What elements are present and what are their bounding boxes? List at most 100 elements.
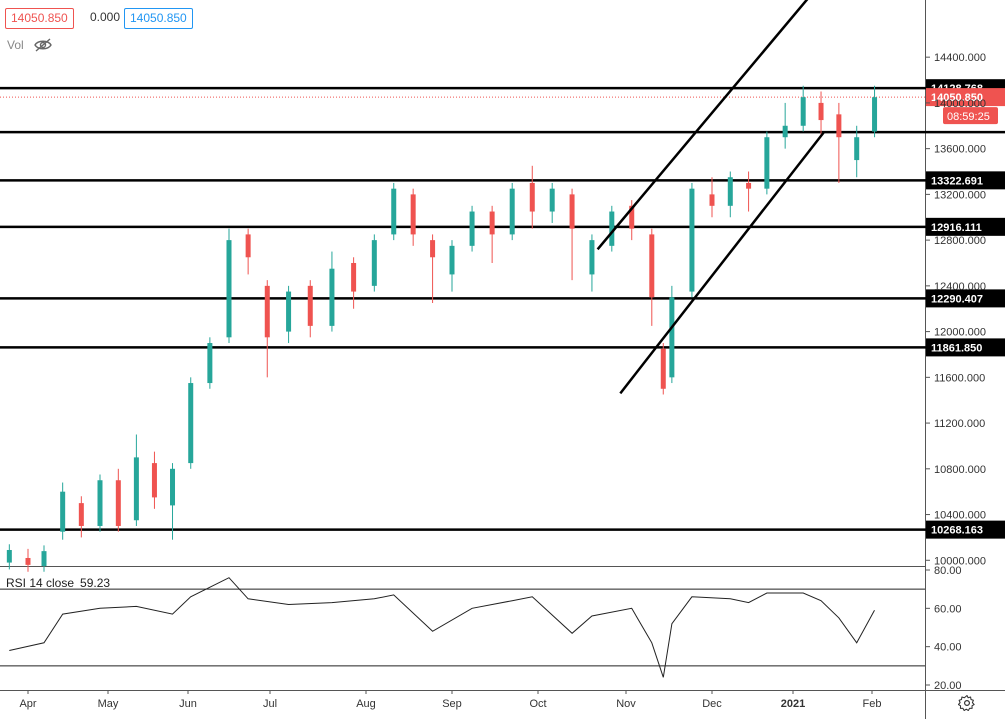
candle-body[interactable] <box>727 177 733 206</box>
candle-body[interactable] <box>97 480 103 526</box>
candle-body[interactable] <box>782 125 788 138</box>
candle-body[interactable] <box>286 291 292 332</box>
candle-body[interactable] <box>226 240 232 338</box>
level-label-bg <box>926 338 1005 357</box>
price-tick-label: 13200.000 <box>934 189 986 201</box>
rsi-tick-label: 40.00 <box>934 642 962 654</box>
candle-body[interactable] <box>569 194 575 229</box>
candle-body[interactable] <box>430 240 436 258</box>
price-tick-label: 10400.000 <box>934 510 986 522</box>
level-label-bg <box>926 171 1005 190</box>
price-tick-label: 12400.000 <box>934 281 986 293</box>
countdown-bg <box>943 107 998 125</box>
price-tick-label: 14000.000 <box>934 98 986 110</box>
candle-body[interactable] <box>391 188 397 235</box>
candle-body[interactable] <box>371 240 377 286</box>
time-tick-label: Jun <box>179 698 197 710</box>
gear-icon[interactable] <box>958 694 976 712</box>
candle-body[interactable] <box>188 383 194 464</box>
price-tick-label: 12000.000 <box>934 327 986 339</box>
candle-body[interactable] <box>351 262 357 292</box>
candle-body[interactable] <box>589 240 595 275</box>
level-label: 12290.407 <box>931 293 983 305</box>
time-tick-label: Feb <box>863 698 882 710</box>
candle-body[interactable] <box>151 463 157 498</box>
price-tick-label: 10000.000 <box>934 555 986 567</box>
time-tick-label: Sep <box>442 698 462 710</box>
rsi-tick-label: 20.00 <box>934 680 962 692</box>
candle-body[interactable] <box>410 194 416 235</box>
candle-body[interactable] <box>133 457 139 521</box>
candle-body[interactable] <box>78 503 84 526</box>
change-value: 0.000 <box>90 10 121 24</box>
level-label: 10268.163 <box>931 525 983 537</box>
candle-body[interactable] <box>307 285 313 326</box>
candle-body[interactable] <box>669 297 675 378</box>
candle-body[interactable] <box>509 188 515 235</box>
candle-body[interactable] <box>489 211 495 235</box>
candle-body[interactable] <box>60 491 66 532</box>
candle-body[interactable] <box>329 268 335 326</box>
time-tick-label: Jul <box>263 698 277 710</box>
price-tick-label: 11200.000 <box>934 418 985 430</box>
level-label: 11861.850 <box>931 342 982 354</box>
price-tick-label: 10800.000 <box>934 464 986 476</box>
price-badge: 14050.850 <box>5 8 74 29</box>
current-price-bg <box>926 88 1005 107</box>
candle-body[interactable] <box>6 549 12 563</box>
candle-body[interactable] <box>245 234 251 258</box>
candle-body[interactable] <box>818 102 824 121</box>
candle-body[interactable] <box>649 234 655 298</box>
rsi-name: RSI 14 close <box>6 576 75 590</box>
price-badge-alt: 14050.850 <box>124 8 193 29</box>
time-tick-label: Apr <box>19 698 36 710</box>
price-tick-label: 12800.000 <box>934 235 986 247</box>
current-price-label: 14050.850 <box>931 92 983 104</box>
candle-body[interactable] <box>609 211 615 246</box>
candle-body[interactable] <box>41 551 47 566</box>
candle-body[interactable] <box>689 188 695 292</box>
candle-body[interactable] <box>529 182 535 212</box>
candle-body[interactable] <box>764 137 770 189</box>
candle-body[interactable] <box>854 137 860 161</box>
rsi-value: 59.23 <box>80 576 111 590</box>
level-label: 13322.691 <box>931 175 983 187</box>
candle-body[interactable] <box>469 211 475 246</box>
candle-body[interactable] <box>800 97 806 126</box>
candle-body[interactable] <box>207 343 213 384</box>
rsi-line <box>9 577 875 678</box>
rsi-tick-label: 80.00 <box>934 565 962 577</box>
candle-body[interactable] <box>746 182 752 189</box>
time-tick-label: Aug <box>356 698 376 710</box>
candle-body[interactable] <box>115 480 121 526</box>
volume-label: Vol <box>7 38 24 52</box>
level-label-bg <box>926 217 1005 236</box>
time-tick-label: Oct <box>529 698 546 710</box>
candle-body[interactable] <box>449 245 455 275</box>
candle-body[interactable] <box>629 205 635 229</box>
candle-body[interactable] <box>25 557 31 565</box>
price-tick-label: 14400.000 <box>934 52 986 64</box>
price-tick-label: 13600.000 <box>934 144 986 156</box>
time-tick-label: May <box>98 698 119 710</box>
candle-body[interactable] <box>170 468 176 506</box>
trend-channel-line[interactable] <box>596 0 821 251</box>
time-tick-label: Nov <box>616 698 636 710</box>
countdown-label: 08:59:25 <box>947 111 990 123</box>
rsi-tick-label: 60.00 <box>934 603 962 615</box>
candle-body[interactable] <box>549 188 555 212</box>
level-label-bg <box>926 520 1005 539</box>
level-label: 12916.111 <box>931 222 982 234</box>
candle-body[interactable] <box>264 285 270 338</box>
candle-body[interactable] <box>709 194 715 206</box>
eye-hidden-icon[interactable] <box>34 38 52 52</box>
candle-body[interactable] <box>872 97 878 132</box>
time-tick-label: 2021 <box>781 698 805 710</box>
price-tick-label: 11600.000 <box>934 372 985 384</box>
time-tick-label: Dec <box>702 698 722 710</box>
trend-channel-line[interactable] <box>619 131 825 395</box>
candle-body[interactable] <box>836 114 842 138</box>
candle-body[interactable] <box>660 348 666 389</box>
